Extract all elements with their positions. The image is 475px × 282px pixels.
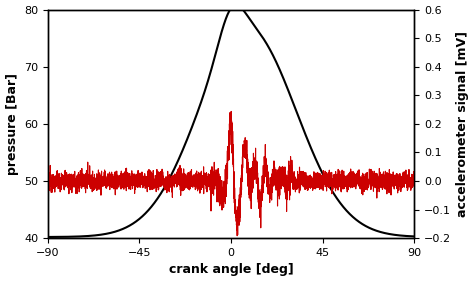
Y-axis label: accelerometer signal [mV]: accelerometer signal [mV] (456, 31, 469, 217)
Y-axis label: pressure [Bar]: pressure [Bar] (6, 73, 19, 175)
X-axis label: crank angle [deg]: crank angle [deg] (169, 263, 294, 276)
